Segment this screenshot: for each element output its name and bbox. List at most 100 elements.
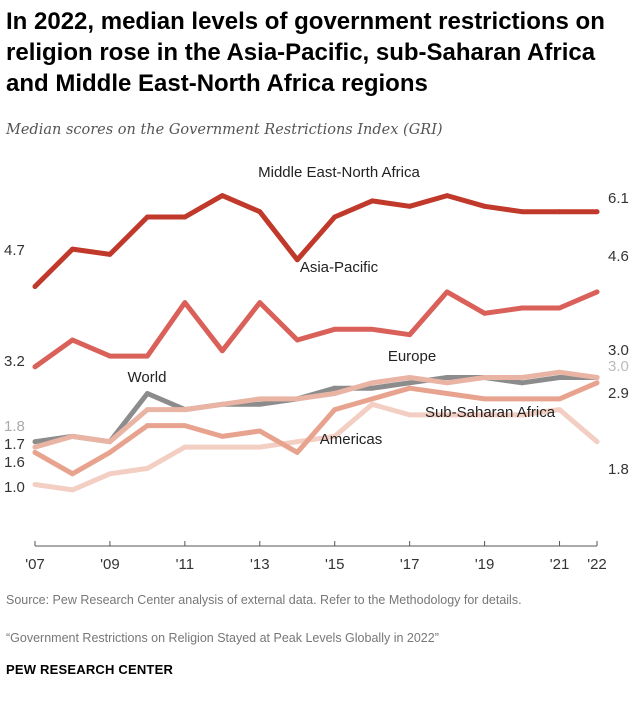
data-point-mena <box>482 203 487 209</box>
data-point-europe <box>444 380 450 386</box>
series-lines <box>32 193 600 493</box>
data-point-europe <box>107 439 113 445</box>
data-point-americas <box>369 401 375 407</box>
data-point-asia <box>332 326 338 332</box>
data-point-asia <box>182 300 188 305</box>
data-point-mena <box>594 209 600 215</box>
data-point-europe <box>482 375 487 380</box>
series-labels: 4.7 6.1 Middle East-North Africa 3.2 4.6 Asia… <box>4 164 629 496</box>
data-point-europe <box>182 407 188 412</box>
data-point-americas <box>107 471 113 477</box>
end-value-label-mena: 6.1 <box>608 190 629 207</box>
data-point-americas <box>332 434 338 439</box>
data-point-ssa <box>182 423 188 428</box>
data-point-world <box>407 380 413 386</box>
data-point-mena <box>257 209 263 215</box>
start-value-label-mena: 4.7 <box>4 242 25 259</box>
series-line-asia <box>32 289 600 370</box>
data-point-asia <box>145 353 150 359</box>
data-point-mena <box>219 193 225 198</box>
data-point-mena <box>70 246 75 252</box>
data-point-ssa <box>70 471 75 477</box>
data-point-mena <box>444 193 450 198</box>
end-value-label-ssa: 2.9 <box>608 385 629 402</box>
data-point-world <box>519 380 525 386</box>
data-point-world <box>557 375 562 380</box>
data-point-europe <box>332 391 338 396</box>
end-value-label-asia: 4.6 <box>608 248 629 265</box>
data-point-europe <box>70 434 75 439</box>
start-value-label-world: 1.8 <box>4 418 25 435</box>
x-tick-label: '13 <box>250 556 270 573</box>
x-tick-label: '09 <box>100 556 120 573</box>
data-point-americas <box>594 439 600 445</box>
data-point-ssa <box>145 423 150 428</box>
data-point-europe <box>369 380 375 386</box>
data-point-europe <box>594 375 600 380</box>
data-point-americas <box>519 412 525 418</box>
data-point-americas <box>482 412 487 418</box>
data-point-ssa <box>407 385 413 391</box>
data-point-mena <box>332 214 338 220</box>
data-point-mena <box>107 252 113 257</box>
end-value-label-europe: 3.0 <box>608 358 629 375</box>
x-tick-label: '22 <box>587 556 607 573</box>
source-note: Source: Pew Research Center analysis of … <box>6 593 522 607</box>
series-line-americas <box>32 401 600 493</box>
data-point-ssa <box>332 407 338 412</box>
data-point-mena <box>407 203 413 209</box>
data-point-ssa <box>594 380 600 386</box>
data-point-americas <box>70 487 75 493</box>
data-point-europe <box>145 407 150 412</box>
data-point-americas <box>32 482 38 487</box>
data-point-ssa <box>294 450 300 455</box>
data-point-ssa <box>482 396 487 402</box>
data-point-asia <box>294 337 300 343</box>
data-point-asia <box>257 300 263 305</box>
x-tick-label: '17 <box>400 556 420 573</box>
series-line-europe <box>32 369 600 450</box>
data-point-mena <box>182 214 188 220</box>
report-title: “Government Restrictions on Religion Sta… <box>6 631 439 645</box>
data-point-europe <box>557 369 562 375</box>
data-point-asia <box>32 364 38 370</box>
series-line-ssa <box>32 380 600 477</box>
data-point-europe <box>294 396 300 402</box>
data-point-ssa <box>369 396 375 402</box>
chart-title: In 2022, median levels of government res… <box>6 8 605 97</box>
data-point-world <box>145 391 150 396</box>
data-point-americas <box>557 407 562 412</box>
series-name-label-americas: Americas <box>320 431 383 448</box>
series-name-label-ssa: Sub-Saharan Africa <box>425 404 556 421</box>
series-line-mena <box>32 193 600 289</box>
data-point-asia <box>557 305 562 311</box>
start-value-label-europe: 1.7 <box>4 436 25 453</box>
data-point-americas <box>182 444 188 450</box>
data-point-ssa <box>519 396 525 402</box>
start-value-label-americas: 1.0 <box>4 479 25 496</box>
data-point-asia <box>219 348 225 354</box>
data-point-europe <box>257 396 263 402</box>
data-point-americas <box>257 444 263 450</box>
data-point-asia <box>369 326 375 332</box>
end-value-label-world: 3.0 <box>608 342 629 359</box>
series-name-label-europe: Europe <box>388 348 436 365</box>
data-point-mena <box>32 284 38 289</box>
end-value-label-americas: 1.8 <box>608 461 629 478</box>
data-point-asia <box>407 332 413 338</box>
line-chart: '07 '09 '11 '13 '15 '17 '19 '21 '22 4.7 6.1 Middle… <box>4 164 629 573</box>
data-point-europe <box>407 375 413 380</box>
x-tick-label: '21 <box>550 556 570 573</box>
data-point-mena <box>557 209 562 215</box>
data-point-asia <box>594 289 600 295</box>
start-value-label-ssa: 1.6 <box>4 454 25 471</box>
data-point-mena <box>294 257 300 263</box>
x-axis: '07 '09 '11 '13 '15 '17 '19 '21 '22 <box>25 541 607 573</box>
data-point-americas <box>407 412 413 418</box>
series-line-world <box>32 375 600 445</box>
data-point-world <box>32 439 38 445</box>
start-value-label-asia: 3.2 <box>4 353 25 370</box>
data-point-asia <box>107 353 113 359</box>
series-name-label-asia: Asia-Pacific <box>300 259 379 276</box>
brand-logo-text: PEW RESEARCH CENTER <box>6 662 174 677</box>
